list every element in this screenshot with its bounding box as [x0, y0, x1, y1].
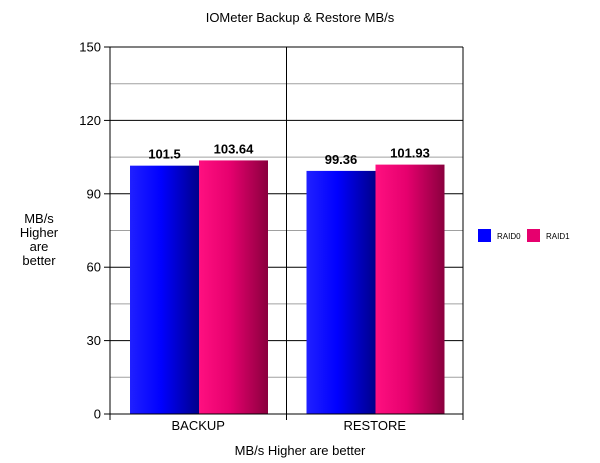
y-tick-label: 90: [87, 186, 101, 201]
data-label: 101.93: [390, 146, 430, 161]
axes: [104, 46, 464, 420]
y-axis-label: MB/s Higher are better: [8, 212, 70, 268]
x-tick-label: BACKUP: [172, 418, 225, 433]
labels: 0 30 60 90 120 150 101.5 103.64 BACKUP 99.36 101.9…: [79, 40, 430, 434]
y-tick-label: 60: [87, 260, 101, 275]
legend-label: RAID1: [546, 232, 570, 241]
bar-raid1-backup: [199, 160, 268, 414]
bars: [130, 160, 445, 414]
y-axis-label-line: are: [29, 239, 49, 254]
x-axis-label: MB/s Higher are better: [234, 443, 366, 458]
y-axis-label-line: MB/s: [24, 211, 54, 226]
y-tick-label: 30: [87, 333, 101, 348]
y-tick-label: 120: [79, 113, 101, 128]
chart-title: IOMeter Backup & Restore MB/s: [205, 10, 395, 25]
bar-raid0-backup: [130, 165, 199, 414]
bar-raid1-restore: [375, 164, 445, 414]
x-tick-label: RESTORE: [343, 418, 406, 433]
data-label: 101.5: [148, 147, 181, 162]
legend-label: RAID0: [497, 232, 521, 241]
data-label: 99.36: [325, 152, 358, 167]
y-axis-label-line: better: [22, 253, 56, 268]
y-axis-label-line: Higher: [19, 225, 59, 240]
y-tick-label: 0: [94, 407, 101, 422]
legend-swatch: [527, 229, 540, 242]
data-label: 103.64: [214, 141, 255, 156]
legend-swatch: [478, 229, 491, 242]
y-tick-label: 150: [79, 40, 101, 55]
bar-raid0-restore: [306, 170, 376, 414]
